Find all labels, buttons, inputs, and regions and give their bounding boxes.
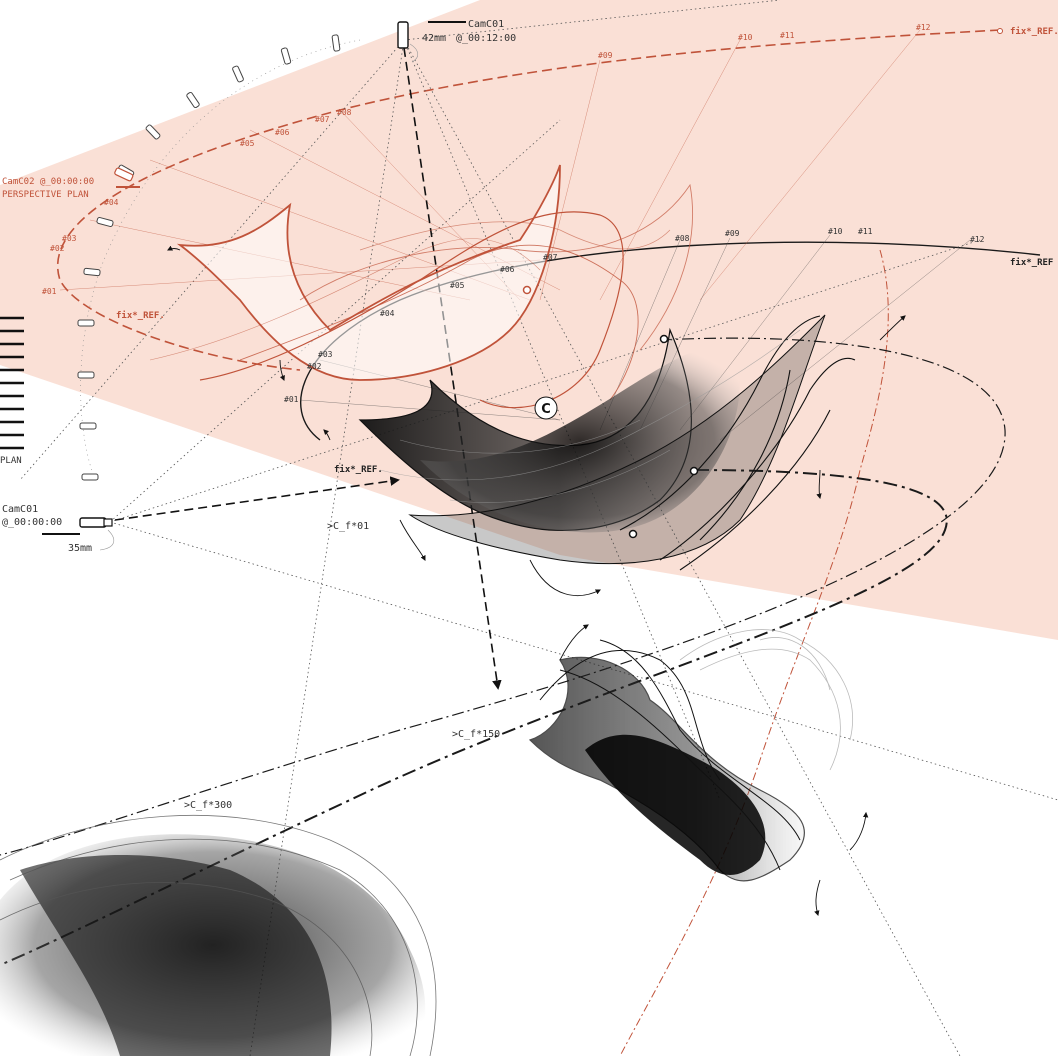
ref-label-mid-right: fix*_REF [1010, 257, 1053, 268]
rotation-arrows [167, 245, 906, 917]
path-label-dark-05: #05 [450, 281, 465, 290]
path-label-dark-02: #02 [307, 362, 322, 371]
left-camera-time: @_00:00:00 [2, 517, 62, 528]
plan-orbit-red-inner [619, 249, 889, 1056]
left-camera-name: CamC01 [2, 504, 38, 515]
path-label-dark-06: #06 [500, 265, 515, 274]
plan-camera-time: @_00:00:00 [40, 177, 94, 187]
left-camera-axis [114, 476, 400, 521]
form-dark-frame-01 [358, 314, 856, 571]
path-label-red-09: #09 [598, 51, 613, 60]
plan-camera-name: CamC02 [2, 177, 35, 187]
left-camera-focal: 35mm [68, 543, 92, 554]
plan-scale-bars [0, 316, 24, 450]
frame-label-300: >C_f*300 [184, 800, 232, 811]
camera-glyphs [77, 34, 341, 481]
perspective-plan-plane [0, 0, 1058, 640]
form-dark-frame-300 [0, 814, 437, 1056]
path-label-dark-11: #11 [858, 227, 873, 236]
top-camera-axis [403, 47, 502, 690]
frame-label-150: >C_f*150 [452, 729, 500, 740]
ref-label-plan: fix*_REF. [116, 310, 165, 321]
frame-label-01: >C_f*01 [327, 521, 369, 532]
ref-marker-upper [997, 28, 1003, 34]
left-camera-icon [42, 517, 115, 551]
path-label-dark-08: #08 [675, 234, 690, 243]
dashdot-orbit-1 [0, 337, 1006, 856]
dashdot-orbit-2 [0, 469, 948, 966]
plan-scale-label: PLAN [0, 456, 22, 466]
form-dark-frame-150 [528, 629, 853, 882]
path-label-dark-10: #10 [828, 227, 843, 236]
ref-label-upper: fix*_REF. [1010, 26, 1058, 37]
path-label-dark-01: #01 [284, 395, 299, 404]
path-label-red-01: #01 [42, 287, 57, 296]
form-vertex-markers [522, 285, 699, 539]
top-camera-name: CamC01 [468, 19, 504, 30]
path-label-red-06: #06 [275, 128, 290, 137]
path-label-dark-07: #07 [543, 253, 558, 262]
path-label-dark-12: #12 [970, 235, 985, 244]
path-label-dark-09: #09 [725, 229, 740, 238]
top-camera-icon [397, 21, 466, 63]
path-label-red-08: #08 [337, 108, 352, 117]
path-label-red-03: #03 [62, 234, 77, 243]
path-label-red-11: #11 [780, 31, 795, 40]
path-label-red-10: #10 [738, 33, 753, 42]
path-label-red-04: #04 [104, 198, 119, 207]
top-camera-focal: 42mm [422, 33, 446, 44]
path-label-red-07: #07 [315, 115, 330, 124]
path-label-red-12: #12 [916, 23, 931, 32]
path-label-dark-04: #04 [380, 309, 395, 318]
plan-camera-caption: PERSPECTIVE PLAN [2, 190, 89, 200]
plan-camera-icon [114, 167, 140, 188]
path-label-dark-03: #03 [318, 350, 333, 359]
path-label-red-05: #05 [240, 139, 255, 148]
path-label-red-02: #02 [50, 244, 65, 253]
form-red-frame [149, 164, 693, 409]
center-marker: C [534, 396, 558, 420]
top-camera-time: @_00:12:00 [456, 33, 516, 44]
ref-label-lower: fix*_REF. [334, 464, 383, 475]
center-marker-label: C [541, 402, 551, 417]
plan-camera-name-time: CamC02 @_00:00:00 [2, 177, 94, 187]
